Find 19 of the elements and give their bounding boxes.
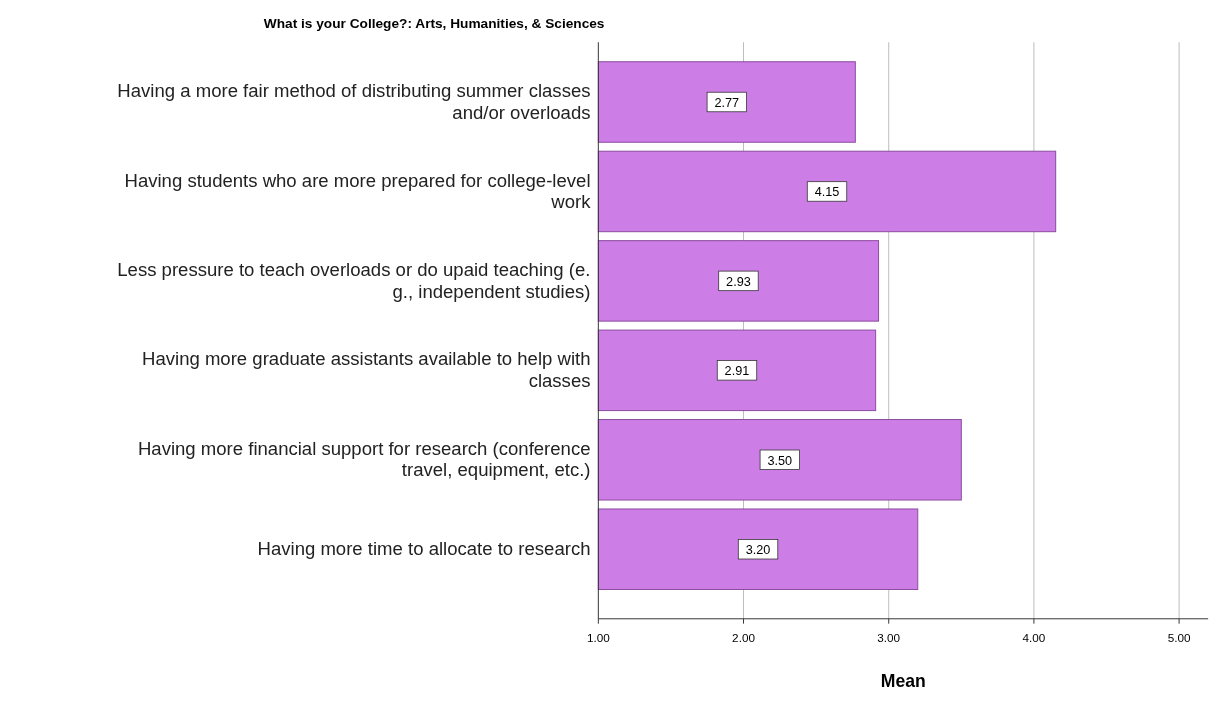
x-tick-label: 2.00: [732, 631, 756, 645]
text: What is your College?: Arts, Humanities, & Sciences: [263, 15, 605, 31]
x-tick-label: 1.00: [586, 631, 611, 645]
y-tick-label: Less pressure to teach overloads or do upaid teaching (e.g., independent studies): [117, 259, 591, 302]
y-tick-label: Having more graduate assistants available to help with classes: [142, 348, 591, 391]
data-label: 2.93: [726, 274, 751, 289]
x-tick-label: 4.00: [1022, 631, 1046, 645]
data-label: 2.77: [714, 95, 740, 110]
data-label: 3.20: [745, 543, 771, 558]
y-tick-label: Having more financial support for research (conference travel, equipment, etc.): [137, 437, 591, 481]
data-label: 2.91: [724, 364, 750, 379]
y-tick-label: Having students who are more prepared for college-level work: [124, 169, 592, 213]
x-tick-label: 3.00: [877, 631, 901, 645]
x-axis-title: Mean: [880, 671, 926, 692]
x-tick-label: 5.00: [1167, 631, 1191, 645]
y-tick-label: Having more time to allocate to research: [257, 538, 591, 560]
y-tick-label: Having a more fair method of distributing summer classes and/or overloads: [117, 80, 591, 123]
data-label: 3.50: [767, 453, 793, 468]
data-label: 4.15: [814, 185, 840, 200]
